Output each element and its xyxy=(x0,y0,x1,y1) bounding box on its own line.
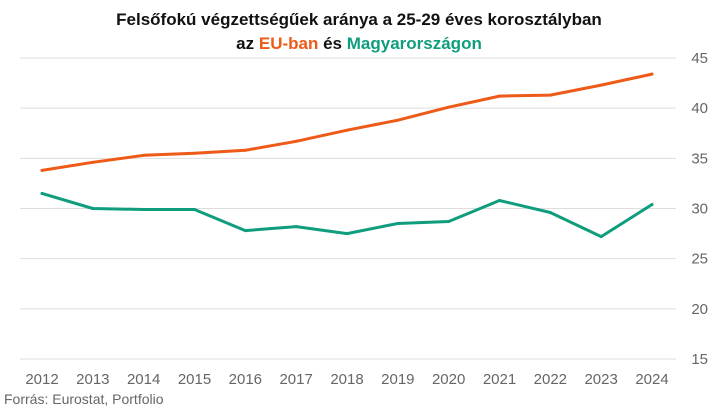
chart-title-line2: az EU-ban és Magyarországon xyxy=(236,34,482,53)
data-point-eu-2024 xyxy=(650,72,654,76)
data-point-hu-2019 xyxy=(396,222,400,226)
y-tick-label-30: 30 xyxy=(691,201,708,218)
data-point-eu-2019 xyxy=(396,118,400,122)
x-tick-label-2024: 2024 xyxy=(635,371,668,388)
y-axis: 15 20 25 30 35 40 45 xyxy=(691,50,708,368)
data-point-eu-2021 xyxy=(498,94,501,98)
source-note: Forrás: Eurostat, Portfolio xyxy=(4,391,164,407)
x-tick-label-2014: 2014 xyxy=(127,371,160,388)
y-tick-label-15: 15 xyxy=(691,351,708,368)
x-tick-label-2013: 2013 xyxy=(76,371,109,388)
data-point-hu-2017 xyxy=(294,225,298,229)
data-point-hu-2024 xyxy=(650,202,654,206)
x-tick-label-2018: 2018 xyxy=(330,371,363,388)
data-point-hu-2014 xyxy=(142,208,146,212)
x-tick-label-2016: 2016 xyxy=(229,371,262,388)
title-middle: és xyxy=(323,34,342,53)
data-point-eu-2014 xyxy=(142,153,146,157)
title-eu-label: EU-ban xyxy=(259,34,319,53)
data-point-eu-2015 xyxy=(193,151,196,155)
data-point-hu-2013 xyxy=(91,207,95,210)
data-point-hu-2015 xyxy=(193,208,196,212)
data-point-hu-2018 xyxy=(345,232,349,236)
data-point-eu-2022 xyxy=(548,93,552,97)
data-point-eu-2013 xyxy=(91,160,95,164)
y-tick-label-20: 20 xyxy=(691,301,708,318)
y-tick-label-35: 35 xyxy=(691,150,708,167)
x-tick-label-2022: 2022 xyxy=(534,371,567,388)
chart-title-line1: Felsőfokú végzettségűek aránya a 25-29 é… xyxy=(116,10,602,29)
data-point-hu-2016 xyxy=(243,229,247,233)
data-point-eu-2020 xyxy=(447,105,451,109)
x-tick-label-2019: 2019 xyxy=(381,371,414,388)
y-tick-label-45: 45 xyxy=(691,50,708,67)
x-axis: 2012 2013 2014 2015 2016 2017 2018 2019 2020 2021… xyxy=(25,371,668,388)
y-tick-label-25: 25 xyxy=(691,251,708,268)
series-line-hu xyxy=(40,191,654,239)
series-line-eu xyxy=(40,72,654,172)
data-point-hu-2012 xyxy=(40,191,44,195)
title-hu-label: Magyarországon xyxy=(347,34,482,53)
y-tick-label-40: 40 xyxy=(691,100,708,117)
x-tick-label-2012: 2012 xyxy=(25,371,58,388)
x-tick-label-2020: 2020 xyxy=(432,371,465,388)
data-point-hu-2022 xyxy=(548,211,552,215)
x-tick-label-2021: 2021 xyxy=(483,371,516,388)
data-point-eu-2012 xyxy=(40,168,44,172)
data-point-hu-2020 xyxy=(447,220,451,224)
series-lines xyxy=(40,72,654,239)
x-tick-label-2023: 2023 xyxy=(584,371,617,388)
data-point-eu-2017 xyxy=(294,139,298,143)
title-prefix: az xyxy=(236,34,254,53)
data-point-eu-2018 xyxy=(345,128,349,132)
x-tick-label-2017: 2017 xyxy=(279,371,312,388)
data-point-hu-2023 xyxy=(599,235,603,239)
data-point-eu-2016 xyxy=(243,148,247,152)
data-point-eu-2023 xyxy=(599,83,603,87)
data-point-hu-2021 xyxy=(498,198,501,202)
x-tick-label-2015: 2015 xyxy=(178,371,211,388)
